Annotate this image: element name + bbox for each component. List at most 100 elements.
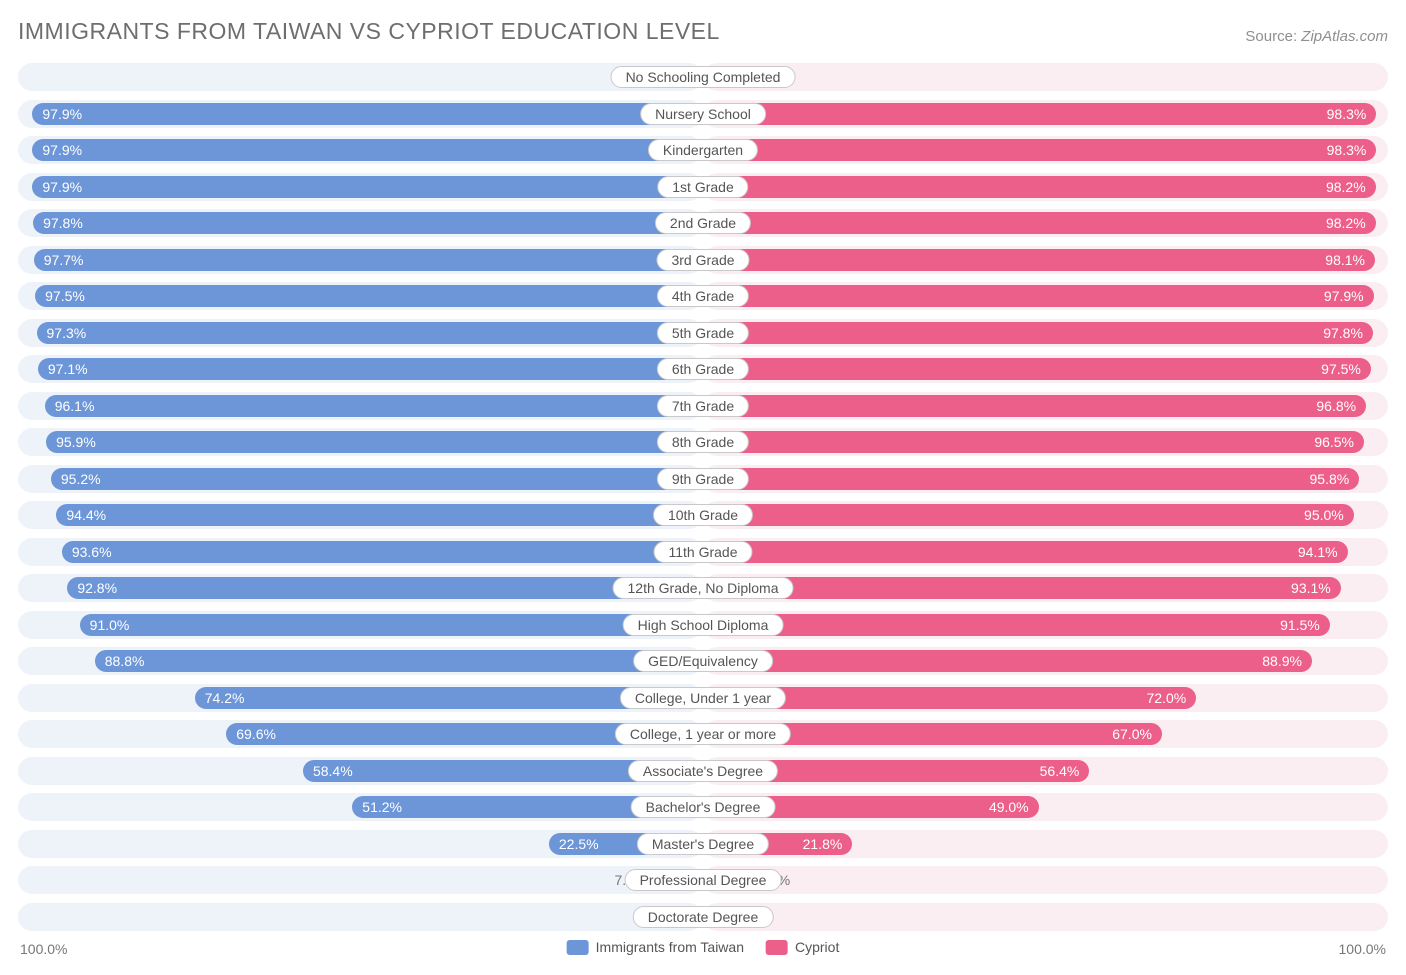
chart-title: IMMIGRANTS FROM TAIWAN VS CYPRIOT EDUCAT… bbox=[18, 18, 720, 45]
chart-row: 97.5% 97.9% 4th Grade bbox=[18, 282, 1388, 310]
legend-swatch-right bbox=[766, 940, 788, 955]
bar-value-left: 97.5% bbox=[45, 288, 85, 304]
category-label: 3rd Grade bbox=[656, 249, 749, 271]
bar-value-left: 22.5% bbox=[559, 836, 599, 852]
chart-row: 95.9%96.5%8th Grade bbox=[18, 428, 1388, 456]
category-label: Bachelor's Degree bbox=[631, 796, 776, 818]
bar-right: 96.8% bbox=[703, 395, 1366, 417]
bar-value-left: 97.1% bbox=[48, 361, 88, 377]
category-label: Nursery School bbox=[640, 103, 766, 125]
chart-row: 96.1%96.8%7th Grade bbox=[18, 392, 1388, 420]
bar-value-left: 97.3% bbox=[47, 325, 87, 341]
bar-value-left: 95.2% bbox=[61, 471, 101, 487]
education-diverging-chart: 2.1%1.7%No Schooling Completed97.9%98.3%… bbox=[18, 63, 1388, 931]
category-label: Doctorate Degree bbox=[633, 906, 774, 928]
category-label: College, Under 1 year bbox=[620, 687, 786, 709]
chart-row: 97.9% 98.3% Nursery School bbox=[18, 100, 1388, 128]
category-label: GED/Equivalency bbox=[633, 650, 773, 672]
category-label: 4th Grade bbox=[657, 285, 749, 307]
category-label: No Schooling Completed bbox=[611, 66, 796, 88]
bar-value-left: 69.6% bbox=[236, 726, 276, 742]
bar-left: 96.1% bbox=[45, 395, 703, 417]
category-label: 6th Grade bbox=[657, 358, 749, 380]
bar-value-right: 97.8% bbox=[1323, 325, 1363, 341]
bar-left: 97.9% bbox=[32, 103, 703, 125]
bar-value-right: 72.0% bbox=[1146, 690, 1186, 706]
bar-value-right: 95.0% bbox=[1304, 507, 1344, 523]
chart-row: 92.8% 93.1% 12th Grade, No Diploma bbox=[18, 574, 1388, 602]
legend-swatch-left bbox=[567, 940, 589, 955]
legend-label-right: Cypriot bbox=[795, 939, 839, 955]
bar-value-right: 91.5% bbox=[1280, 617, 1320, 633]
bar-value-right: 96.8% bbox=[1316, 398, 1356, 414]
bar-left: 91.0% bbox=[80, 614, 703, 636]
chart-row: 2.1%1.7%No Schooling Completed bbox=[18, 63, 1388, 91]
chart-row: 97.7% 98.1%3rd Grade bbox=[18, 246, 1388, 274]
category-label: Master's Degree bbox=[637, 833, 769, 855]
bar-value-right: 97.9% bbox=[1324, 288, 1364, 304]
bar-value-right: 98.3% bbox=[1327, 106, 1367, 122]
bar-right: 93.1% bbox=[703, 577, 1341, 599]
chart-row: 74.2% 72.0% College, Under 1 year bbox=[18, 684, 1388, 712]
category-label: 2nd Grade bbox=[655, 212, 751, 234]
bar-right: 95.0% bbox=[703, 504, 1354, 526]
bar-value-left: 95.9% bbox=[56, 434, 96, 450]
bar-right: 96.5% bbox=[703, 431, 1364, 453]
track-right bbox=[703, 63, 1388, 91]
track-right bbox=[703, 903, 1388, 931]
category-label: College, 1 year or more bbox=[615, 723, 791, 745]
bar-left: 95.9% bbox=[46, 431, 703, 453]
bar-value-left: 97.9% bbox=[42, 106, 82, 122]
legend-label-left: Immigrants from Taiwan bbox=[596, 939, 744, 955]
bar-value-left: 97.9% bbox=[42, 179, 82, 195]
bar-value-right: 88.9% bbox=[1262, 653, 1302, 669]
track-right bbox=[703, 866, 1388, 894]
category-label: 10th Grade bbox=[653, 504, 753, 526]
legend-item-left: Immigrants from Taiwan bbox=[567, 939, 744, 955]
track-left bbox=[18, 866, 703, 894]
category-label: High School Diploma bbox=[623, 614, 784, 636]
bar-right: 98.2% bbox=[703, 212, 1376, 234]
chart-row: 97.9%98.3%Kindergarten bbox=[18, 136, 1388, 164]
bar-value-left: 96.1% bbox=[55, 398, 95, 414]
chart-row: 22.5%21.8%Master's Degree bbox=[18, 830, 1388, 858]
bar-right: 98.1% bbox=[703, 249, 1375, 271]
bar-right: 97.9% bbox=[703, 285, 1374, 307]
bar-left: 94.4% bbox=[56, 504, 703, 526]
bar-left: 93.6% bbox=[62, 541, 703, 563]
chart-row: 97.3% 97.8% 5th Grade bbox=[18, 319, 1388, 347]
bar-right: 98.3% bbox=[703, 103, 1376, 125]
bar-value-left: 88.8% bbox=[105, 653, 145, 669]
bar-left: 97.9% bbox=[32, 176, 703, 198]
category-label: 11th Grade bbox=[653, 541, 752, 563]
bar-value-left: 97.7% bbox=[44, 252, 84, 268]
bar-value-left: 97.9% bbox=[42, 142, 82, 158]
bar-left: 97.1% bbox=[38, 358, 703, 380]
bar-value-right: 98.2% bbox=[1326, 215, 1366, 231]
category-label: 1st Grade bbox=[657, 176, 748, 198]
chart-row: 94.4% 95.0% 10th Grade bbox=[18, 501, 1388, 529]
bar-value-right: 49.0% bbox=[989, 799, 1029, 815]
bar-value-right: 94.1% bbox=[1298, 544, 1338, 560]
bar-value-right: 93.1% bbox=[1291, 580, 1331, 596]
bar-right: 97.8% bbox=[703, 322, 1373, 344]
bar-left: 97.3% bbox=[37, 322, 704, 344]
category-label: 5th Grade bbox=[657, 322, 749, 344]
chart-row: 7.1%6.9%Professional Degree bbox=[18, 866, 1388, 894]
chart-row: 51.2%49.0%Bachelor's Degree bbox=[18, 793, 1388, 821]
bar-value-left: 91.0% bbox=[90, 617, 130, 633]
bar-value-left: 74.2% bbox=[205, 690, 245, 706]
bar-value-right: 56.4% bbox=[1040, 763, 1080, 779]
bar-right: 98.2% bbox=[703, 176, 1376, 198]
bar-value-left: 93.6% bbox=[72, 544, 112, 560]
bar-value-left: 58.4% bbox=[313, 763, 353, 779]
bar-value-left: 97.8% bbox=[43, 215, 83, 231]
bar-value-left: 92.8% bbox=[77, 580, 117, 596]
category-label: Kindergarten bbox=[648, 139, 758, 161]
bar-left: 88.8% bbox=[95, 650, 703, 672]
bar-value-right: 95.8% bbox=[1310, 471, 1350, 487]
category-label: 12th Grade, No Diploma bbox=[613, 577, 794, 599]
category-label: Associate's Degree bbox=[628, 760, 778, 782]
source-label: Source: bbox=[1245, 28, 1297, 45]
bar-left: 97.7% bbox=[34, 249, 703, 271]
